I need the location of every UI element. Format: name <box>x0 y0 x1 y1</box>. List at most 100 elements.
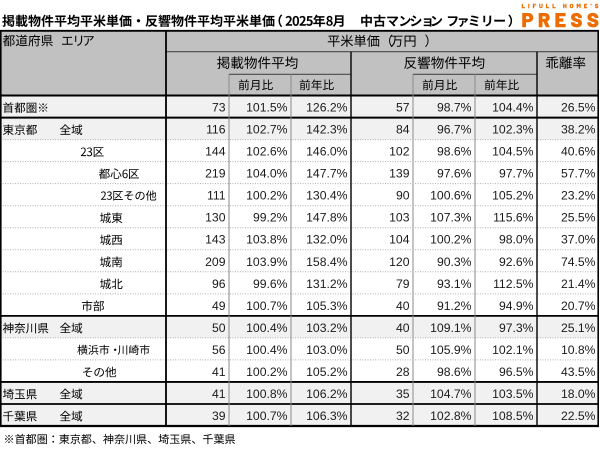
svg-text:102.1%: 102.1% <box>492 343 533 357</box>
svg-text:104.5%: 104.5% <box>492 145 533 159</box>
svg-text:139: 139 <box>389 167 410 181</box>
svg-text:100.7%: 100.7% <box>246 299 287 313</box>
svg-text:147.7%: 147.7% <box>306 167 347 181</box>
svg-text:105.2%: 105.2% <box>306 365 347 379</box>
svg-text:105.9%: 105.9% <box>430 343 471 357</box>
svg-text:104.7%: 104.7% <box>430 387 471 401</box>
svg-text:40: 40 <box>396 299 410 313</box>
svg-text:41: 41 <box>212 365 226 379</box>
svg-text:21.4%: 21.4% <box>561 277 596 291</box>
svg-text:41: 41 <box>212 387 226 401</box>
svg-text:131.2%: 131.2% <box>306 277 347 291</box>
svg-text:50: 50 <box>396 343 410 357</box>
svg-text:26.5%: 26.5% <box>561 101 596 115</box>
svg-text:96: 96 <box>212 277 226 291</box>
svg-text:209: 209 <box>205 255 226 269</box>
svg-text:100.2%: 100.2% <box>430 233 471 247</box>
svg-text:79: 79 <box>396 277 410 291</box>
svg-text:100.4%: 100.4% <box>246 321 287 335</box>
svg-text:98.7%: 98.7% <box>437 101 472 115</box>
svg-text:103.5%: 103.5% <box>492 387 533 401</box>
svg-text:94.9%: 94.9% <box>499 299 534 313</box>
svg-text:111: 111 <box>207 189 226 203</box>
svg-text:103: 103 <box>389 211 410 225</box>
svg-text:100.6%: 100.6% <box>430 189 471 203</box>
svg-text:103.2%: 103.2% <box>306 321 347 335</box>
svg-text:100.7%: 100.7% <box>246 409 287 423</box>
svg-text:106.2%: 106.2% <box>306 387 347 401</box>
svg-text:105.3%: 105.3% <box>306 299 347 313</box>
svg-text:43.5%: 43.5% <box>561 365 596 379</box>
svg-text:97.3%: 97.3% <box>499 321 534 335</box>
svg-text:56: 56 <box>212 343 226 357</box>
svg-text:219: 219 <box>205 167 226 181</box>
svg-text:103.0%: 103.0% <box>306 343 347 357</box>
svg-text:109.1%: 109.1% <box>430 321 471 335</box>
svg-text:99.2%: 99.2% <box>253 211 288 225</box>
svg-text:49: 49 <box>212 299 226 313</box>
svg-text:120: 120 <box>389 255 410 269</box>
svg-text:91.2%: 91.2% <box>437 299 472 313</box>
svg-text:104.4%: 104.4% <box>492 101 533 115</box>
svg-text:102.8%: 102.8% <box>430 409 471 423</box>
svg-text:104.0%: 104.0% <box>246 167 287 181</box>
svg-text:74.5%: 74.5% <box>561 255 596 269</box>
svg-text:96.7%: 96.7% <box>437 123 472 137</box>
svg-text:37.0%: 37.0% <box>561 233 596 247</box>
svg-text:103.9%: 103.9% <box>246 255 287 269</box>
svg-text:18.0%: 18.0% <box>561 387 596 401</box>
svg-text:146.0%: 146.0% <box>306 145 347 159</box>
svg-text:132.0%: 132.0% <box>306 233 347 247</box>
svg-text:84: 84 <box>396 123 410 137</box>
svg-text:104: 104 <box>389 233 410 247</box>
svg-text:102.6%: 102.6% <box>246 145 287 159</box>
svg-text:28: 28 <box>396 365 410 379</box>
svg-text:23.2%: 23.2% <box>561 189 596 203</box>
svg-text:97.7%: 97.7% <box>499 167 534 181</box>
svg-text:40: 40 <box>396 321 410 335</box>
svg-text:100.2%: 100.2% <box>246 365 287 379</box>
svg-text:112.5%: 112.5% <box>493 277 534 291</box>
svg-text:50: 50 <box>212 321 226 335</box>
svg-text:25.1%: 25.1% <box>561 321 596 335</box>
svg-text:101.5%: 101.5% <box>246 101 287 115</box>
svg-text:38.2%: 38.2% <box>561 123 596 137</box>
svg-text:100.4%: 100.4% <box>246 343 287 357</box>
svg-text:106.3%: 106.3% <box>306 409 347 423</box>
svg-text:105.2%: 105.2% <box>492 189 533 203</box>
svg-text:90: 90 <box>396 189 410 203</box>
svg-text:98.6%: 98.6% <box>437 145 472 159</box>
svg-text:142.3%: 142.3% <box>306 123 347 137</box>
svg-text:130.4%: 130.4% <box>306 189 347 203</box>
svg-text:98.6%: 98.6% <box>437 365 472 379</box>
svg-text:100.8%: 100.8% <box>246 387 287 401</box>
svg-text:103.8%: 103.8% <box>246 233 287 247</box>
svg-text:99.6%: 99.6% <box>253 277 288 291</box>
svg-text:97.6%: 97.6% <box>437 167 472 181</box>
svg-text:158.4%: 158.4% <box>306 255 347 269</box>
svg-text:10.8%: 10.8% <box>561 343 596 357</box>
svg-text:57.7%: 57.7% <box>561 167 596 181</box>
svg-text:116: 116 <box>206 123 226 137</box>
svg-text:57: 57 <box>396 101 410 115</box>
svg-text:92.6%: 92.6% <box>499 255 534 269</box>
svg-text:108.5%: 108.5% <box>492 409 533 423</box>
svg-text:102: 102 <box>389 145 410 159</box>
svg-text:40.6%: 40.6% <box>561 145 596 159</box>
svg-text:143: 143 <box>205 233 226 247</box>
svg-text:35: 35 <box>396 387 410 401</box>
svg-text:90.3%: 90.3% <box>437 255 472 269</box>
svg-text:102.7%: 102.7% <box>246 123 287 137</box>
svg-text:22.5%: 22.5% <box>561 409 596 423</box>
svg-text:130: 130 <box>205 211 226 225</box>
svg-text:115.6%: 115.6% <box>493 211 534 225</box>
svg-text:98.0%: 98.0% <box>499 233 534 247</box>
svg-text:96.5%: 96.5% <box>499 365 534 379</box>
svg-text:100.2%: 100.2% <box>246 189 287 203</box>
svg-text:126.2%: 126.2% <box>306 101 347 115</box>
svg-text:25.5%: 25.5% <box>561 211 596 225</box>
svg-text:147.8%: 147.8% <box>306 211 347 225</box>
svg-text:73: 73 <box>212 101 226 115</box>
svg-text:20.7%: 20.7% <box>561 299 596 313</box>
svg-text:93.1%: 93.1% <box>437 277 472 291</box>
